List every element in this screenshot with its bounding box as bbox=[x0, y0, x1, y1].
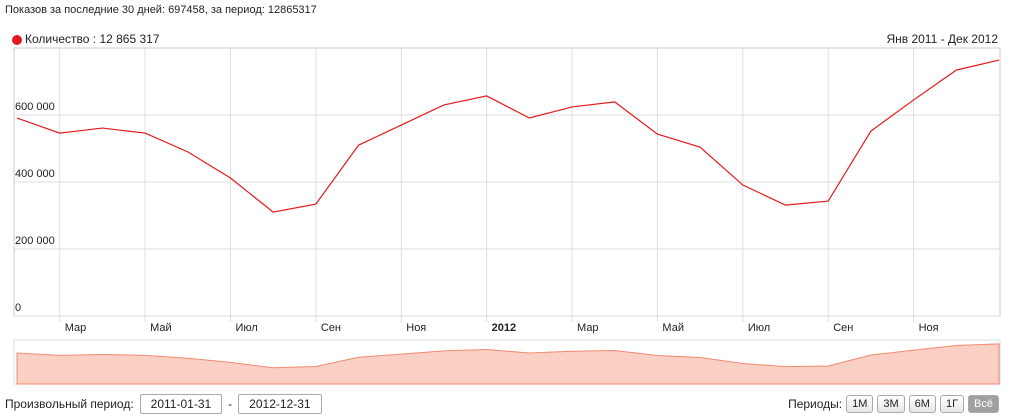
period-button[interactable]: 3М bbox=[877, 395, 905, 413]
x-tick-label: Мар bbox=[577, 322, 599, 334]
x-tick-label: Май bbox=[150, 322, 172, 334]
to-input[interactable]: 2012-12-31 bbox=[238, 394, 322, 414]
x-tick-label: Июл bbox=[235, 322, 257, 334]
x-tick-label: Сен bbox=[833, 322, 853, 334]
y-tick-label: 200 000 bbox=[15, 235, 55, 247]
x-tick-label: Сен bbox=[321, 322, 341, 334]
x-tick-label: Июл bbox=[748, 322, 770, 334]
series-line bbox=[16, 59, 1000, 213]
x-tick-label: Ноя bbox=[919, 322, 939, 334]
separator: - bbox=[228, 397, 233, 411]
legend: Количество : 12 865 317 bbox=[25, 32, 160, 46]
navigator-area bbox=[16, 343, 1000, 385]
periods-label: Периоды: bbox=[788, 397, 843, 411]
x-tick-label: Ноя bbox=[406, 322, 426, 334]
x-tick-label: Май bbox=[662, 322, 684, 334]
range-label: Янв 2011 - Дек 2012 bbox=[886, 32, 998, 46]
periods: Периоды: 1М 3М 6М 1Г Всё bbox=[788, 393, 999, 415]
x-tick-label: 2012 bbox=[492, 322, 516, 334]
from-input[interactable]: 2011-01-31 bbox=[139, 394, 223, 414]
x-tick-label: Мар bbox=[65, 322, 87, 334]
header: Показов за последние 30 дней: 697458, за… bbox=[5, 4, 317, 16]
y-tick-label: 0 bbox=[15, 302, 21, 314]
custom-period: Произвольный период: 2011-01-31 - 2012-1… bbox=[5, 393, 328, 415]
period-button[interactable]: 1Г bbox=[939, 395, 965, 413]
chart: Показов за последние 30 дней: 697458, за… bbox=[5, 4, 1001, 385]
period-button[interactable]: 1М bbox=[846, 395, 874, 413]
period-button[interactable]: Всё bbox=[968, 395, 999, 413]
y-tick-label: 400 000 bbox=[15, 168, 55, 180]
legend-marker bbox=[12, 35, 22, 45]
y-tick-label: 600 000 bbox=[15, 101, 55, 113]
custom-label: Произвольный период: bbox=[5, 397, 134, 411]
period-buttons: 1М 3М 6М 1Г Всё bbox=[842, 395, 999, 413]
period-button[interactable]: 6М bbox=[908, 395, 936, 413]
